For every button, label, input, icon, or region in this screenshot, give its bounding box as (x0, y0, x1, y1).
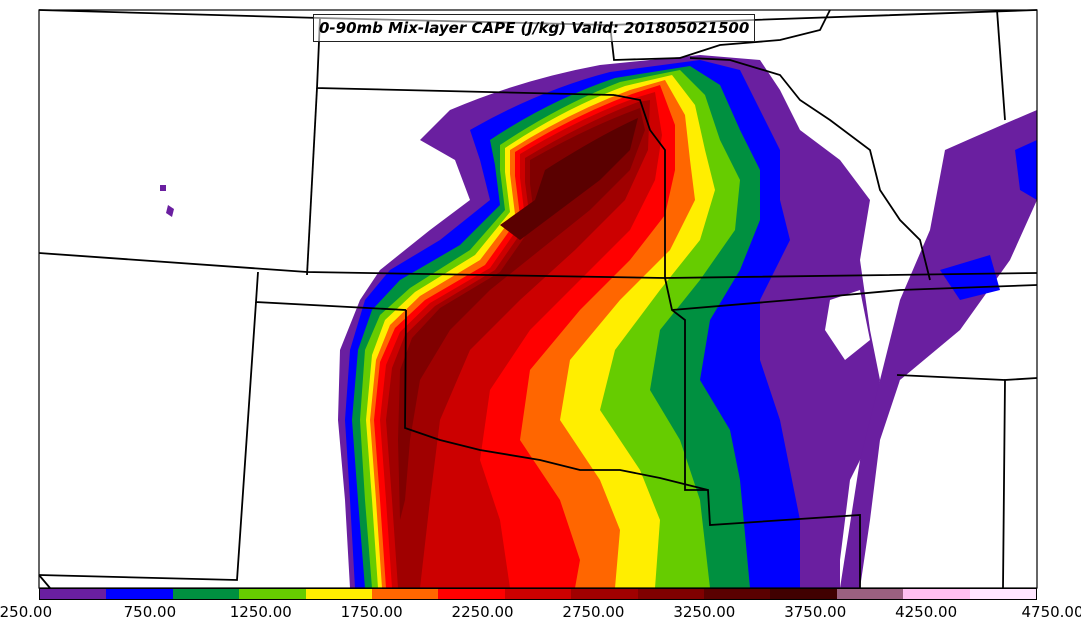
colorbar-swatch (969, 589, 1037, 599)
colorbar-tick-label: 250.00 (0, 603, 53, 621)
colorbar-swatch (903, 589, 970, 599)
colorbar-tick-label: 4750.00 (1021, 603, 1081, 621)
colorbar-tick-label: 4250.00 (895, 603, 958, 621)
colorbar-swatch (106, 589, 173, 599)
colorbar (39, 588, 1037, 600)
colorbar-swatch (239, 589, 306, 599)
colorbar-swatch (504, 589, 572, 599)
colorbar-tick-label: 3250.00 (673, 603, 736, 621)
colorbar-tick-label: 1750.00 (340, 603, 403, 621)
colorbar-swatch (571, 589, 638, 599)
cape-contours (160, 55, 1037, 588)
colorbar-swatch (637, 589, 705, 599)
colorbar-swatch (172, 589, 240, 599)
colorbar-tick-label: 2750.00 (562, 603, 625, 621)
colorbar-swatch (438, 589, 505, 599)
colorbar-swatch (305, 589, 373, 599)
colorbar-swatch (770, 589, 837, 599)
colorbar-swatch (40, 589, 107, 599)
clear-areas (825, 290, 960, 500)
colorbar-tick-label: 750.00 (123, 603, 177, 621)
colorbar-swatch (372, 589, 439, 599)
colorbar-tick-label: 3750.00 (784, 603, 847, 621)
colorbar-swatch (836, 589, 904, 599)
map-title: 0-90mb Mix-layer CAPE (J/kg) Valid: 2018… (313, 14, 756, 42)
colorbar-tick-label: 1250.00 (229, 603, 292, 621)
colorbar-tick-label: 2250.00 (451, 603, 514, 621)
colorbar-swatch (704, 589, 771, 599)
